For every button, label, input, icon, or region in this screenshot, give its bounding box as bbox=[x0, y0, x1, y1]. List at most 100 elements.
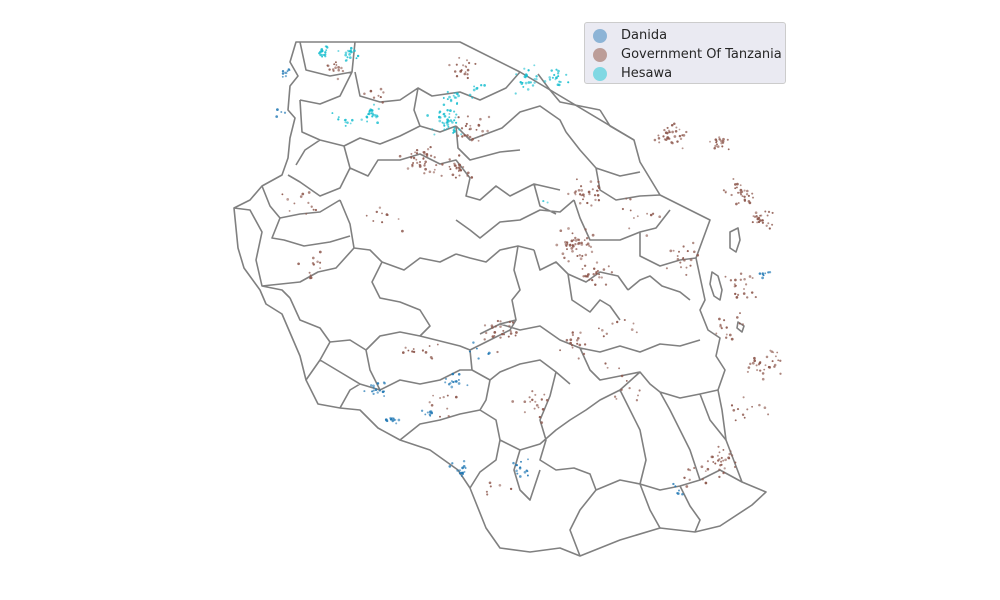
point-government-of-tanzania bbox=[571, 346, 574, 349]
point-government-of-tanzania bbox=[649, 213, 653, 217]
point-government-of-tanzania bbox=[543, 393, 546, 396]
point-government-of-tanzania bbox=[467, 61, 471, 65]
point-government-of-tanzania bbox=[751, 405, 753, 408]
point-hesawa bbox=[318, 52, 321, 55]
point-danida bbox=[372, 384, 375, 388]
point-government-of-tanzania bbox=[713, 146, 716, 150]
point-hesawa bbox=[473, 85, 476, 88]
point-government-of-tanzania bbox=[706, 460, 709, 463]
point-government-of-tanzania bbox=[669, 249, 673, 253]
point-government-of-tanzania bbox=[312, 263, 315, 266]
point-government-of-tanzania bbox=[578, 193, 582, 196]
point-government-of-tanzania bbox=[593, 194, 597, 197]
point-government-of-tanzania bbox=[590, 204, 593, 207]
point-government-of-tanzania bbox=[725, 336, 728, 339]
point-danida bbox=[385, 419, 389, 423]
point-government-of-tanzania bbox=[764, 210, 767, 213]
point-government-of-tanzania bbox=[691, 241, 695, 245]
point-hesawa bbox=[555, 68, 558, 71]
point-government-of-tanzania bbox=[426, 154, 429, 158]
point-government-of-tanzania bbox=[424, 167, 427, 171]
point-hesawa bbox=[558, 80, 561, 83]
point-hesawa bbox=[351, 118, 354, 122]
point-hesawa bbox=[371, 112, 374, 115]
point-government-of-tanzania bbox=[743, 416, 746, 419]
point-danida bbox=[276, 108, 279, 111]
point-government-of-tanzania bbox=[588, 192, 591, 196]
point-government-of-tanzania bbox=[493, 331, 497, 334]
point-hesawa bbox=[438, 119, 442, 123]
point-government-of-tanzania bbox=[736, 293, 740, 297]
point-government-of-tanzania bbox=[743, 277, 746, 281]
point-government-of-tanzania bbox=[682, 245, 685, 248]
point-government-of-tanzania bbox=[566, 243, 569, 246]
point-government-of-tanzania bbox=[747, 366, 751, 369]
point-government-of-tanzania bbox=[629, 198, 632, 201]
point-government-of-tanzania bbox=[589, 180, 593, 183]
point-government-of-tanzania bbox=[498, 483, 502, 487]
point-government-of-tanzania bbox=[584, 343, 587, 346]
point-government-of-tanzania bbox=[745, 283, 748, 286]
point-government-of-tanzania bbox=[575, 178, 578, 181]
point-hesawa bbox=[350, 46, 353, 50]
point-government-of-tanzania bbox=[496, 350, 499, 354]
point-government-of-tanzania bbox=[531, 390, 534, 393]
point-danida bbox=[280, 111, 283, 113]
point-government-of-tanzania bbox=[712, 461, 715, 463]
point-government-of-tanzania bbox=[463, 134, 466, 137]
point-government-of-tanzania bbox=[439, 396, 442, 400]
point-government-of-tanzania bbox=[730, 193, 733, 197]
point-government-of-tanzania bbox=[455, 74, 459, 78]
point-government-of-tanzania bbox=[454, 395, 458, 399]
point-government-of-tanzania bbox=[715, 140, 718, 143]
point-government-of-tanzania bbox=[574, 239, 578, 242]
point-government-of-tanzania bbox=[509, 330, 512, 333]
point-government-of-tanzania bbox=[675, 126, 678, 129]
point-government-of-tanzania bbox=[337, 68, 340, 72]
point-government-of-tanzania bbox=[477, 139, 480, 142]
point-government-of-tanzania bbox=[515, 331, 518, 334]
point-government-of-tanzania bbox=[761, 377, 765, 381]
point-hesawa bbox=[360, 118, 363, 121]
point-government-of-tanzania bbox=[602, 335, 605, 338]
point-government-of-tanzania bbox=[299, 195, 303, 198]
point-government-of-tanzania bbox=[620, 388, 623, 391]
point-danida bbox=[463, 470, 466, 473]
point-government-of-tanzania bbox=[442, 395, 445, 399]
point-government-of-tanzania bbox=[706, 467, 710, 471]
point-hesawa bbox=[451, 121, 454, 124]
point-government-of-tanzania bbox=[460, 69, 463, 72]
point-danida bbox=[286, 70, 289, 73]
point-government-of-tanzania bbox=[679, 137, 683, 141]
point-hesawa bbox=[533, 64, 536, 67]
point-government-of-tanzania bbox=[743, 195, 746, 199]
point-government-of-tanzania bbox=[670, 124, 674, 127]
point-government-of-tanzania bbox=[466, 73, 469, 76]
point-hesawa bbox=[455, 121, 458, 124]
point-government-of-tanzania bbox=[743, 199, 747, 202]
point-government-of-tanzania bbox=[670, 141, 673, 144]
point-government-of-tanzania bbox=[334, 61, 337, 64]
point-danida bbox=[462, 459, 466, 463]
point-government-of-tanzania bbox=[458, 164, 462, 167]
point-government-of-tanzania bbox=[458, 154, 461, 157]
point-government-of-tanzania bbox=[575, 339, 579, 342]
point-government-of-tanzania bbox=[499, 320, 502, 323]
point-government-of-tanzania bbox=[419, 164, 422, 167]
point-government-of-tanzania bbox=[571, 249, 574, 253]
point-government-of-tanzania bbox=[378, 206, 382, 209]
point-government-of-tanzania bbox=[533, 407, 536, 410]
point-government-of-tanzania bbox=[545, 398, 549, 402]
point-hesawa bbox=[453, 96, 457, 99]
point-government-of-tanzania bbox=[688, 478, 691, 481]
point-government-of-tanzania bbox=[768, 227, 771, 230]
point-government-of-tanzania bbox=[607, 265, 610, 268]
point-government-of-tanzania bbox=[580, 185, 583, 188]
point-hesawa bbox=[438, 110, 442, 113]
point-government-of-tanzania bbox=[720, 460, 723, 463]
point-government-of-tanzania bbox=[381, 101, 384, 104]
point-danida bbox=[768, 271, 772, 274]
point-hesawa bbox=[535, 78, 538, 81]
point-government-of-tanzania bbox=[301, 192, 305, 196]
point-government-of-tanzania bbox=[541, 407, 545, 411]
